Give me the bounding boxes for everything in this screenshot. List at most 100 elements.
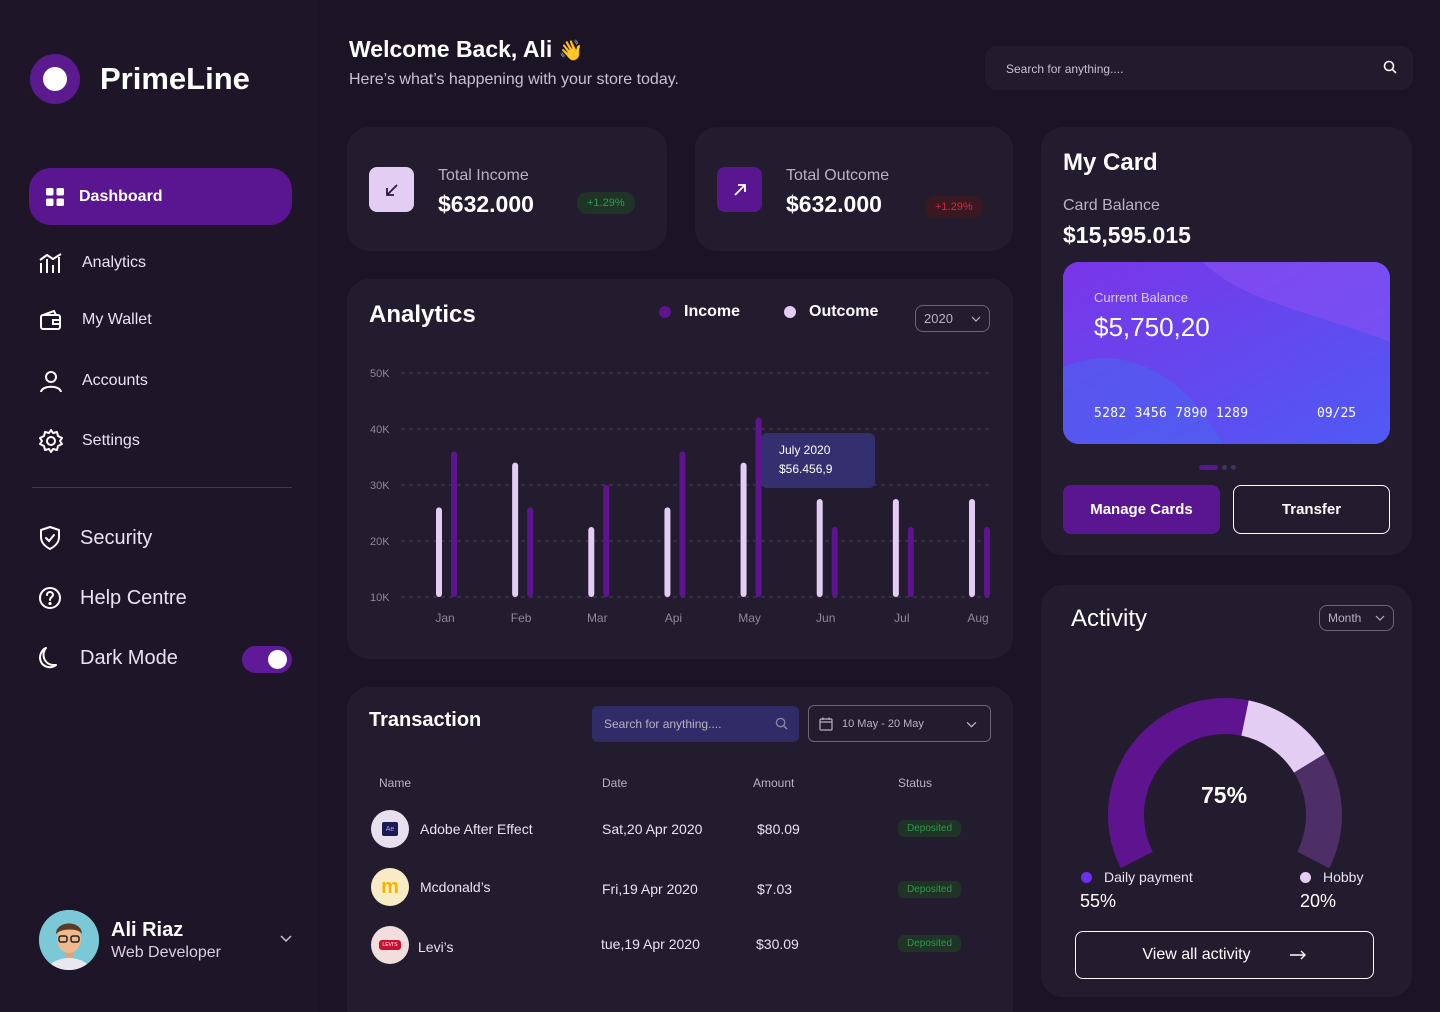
user-role: Web Developer [111,943,221,961]
sidebar-item-analytics[interactable]: Analytics [38,251,146,275]
adobe-logo-icon: Ae [371,810,409,848]
sidebar-item-help[interactable]: Help Centre [38,585,187,611]
bar-income-jan[interactable] [451,451,457,597]
sidebar-item-label: Dashboard [79,187,163,205]
status-badge: Deposited [898,820,962,837]
transaction-amount: $30.09 [756,936,799,952]
status-badge: Deposited [898,881,962,898]
sidebar-divider [32,487,292,488]
logo-icon [30,54,80,104]
current-balance-label: Current Balance [1094,290,1188,305]
activity-panel: Activity Month 75% Daily payment 55% Hob… [1041,585,1412,997]
card-background [1063,262,1390,444]
arrow-right-icon [1289,950,1306,960]
period-select[interactable]: Month [1319,605,1394,631]
bar-outcome-jun[interactable] [816,499,823,597]
x-tick-label: Jan [435,611,454,625]
year-select[interactable]: 2020 [915,305,990,332]
income-change-badge: +1.29% [577,192,635,214]
bar-income-api[interactable] [679,451,686,597]
current-balance-value: $5,750,20 [1094,312,1210,342]
transaction-card: Transaction Search for anything.... 10 M… [347,687,1013,1012]
sidebar-item-security[interactable]: Security [38,525,152,551]
brand-logo[interactable]: PrimeLine [30,54,250,104]
transfer-button[interactable]: Transfer [1233,485,1390,534]
chevron-down-icon[interactable] [279,934,293,944]
sidebar-item-label: Dark Mode [80,646,178,669]
bar-income-mar[interactable] [603,485,610,597]
income-label: Total Income [438,167,529,184]
table-row[interactable]: LEVI'S Levi’s tue,19 Apr 2020 $30.09 Dep… [371,926,971,964]
table-row[interactable]: m Mcdonald’s Fri,19 Apr 2020 $7.03 Depos… [371,868,971,906]
sidebar-item-label: Settings [82,432,140,449]
sidebar-item-settings[interactable]: Settings [38,428,140,454]
manage-cards-button[interactable]: Manage Cards [1063,485,1220,534]
my-card-title: My Card [1063,149,1158,176]
shield-icon [40,526,60,550]
activity-gauge [1108,698,1342,869]
bar-outcome-aug[interactable] [969,499,975,597]
sidebar-item-wallet[interactable]: My Wallet [38,308,152,332]
daily-payment-value: 55% [1080,891,1117,911]
bar-outcome-may[interactable] [740,462,747,597]
gauge-percent: 75% [1201,782,1248,808]
date-range-select[interactable]: 10 May - 20 May [808,705,991,742]
arrow-up-right-icon [717,167,762,212]
x-tick-label: Jun [816,611,835,625]
bar-outcome-api[interactable] [664,507,671,597]
brand-name: PrimeLine [100,61,250,96]
gear-icon [39,429,63,453]
my-card-panel: My Card Card Balance $15,595.015 Current… [1041,127,1412,555]
analytics-chart: 50K 40K 30K 20K 10K Jan Feb Mar Api May Jun Jul Aug [370,368,990,625]
sidebar-item-label: Accounts [82,372,148,389]
outcome-label: Total Outcome [786,167,890,184]
tooltip-title: July 2020 [779,443,831,457]
card-balance-value: $15,595.015 [1063,222,1191,248]
bar-income-jul[interactable] [907,527,914,597]
transaction-amount: $7.03 [757,881,793,897]
credit-card[interactable]: Current Balance $5,750,20 5282 3456 7890… [1063,262,1390,444]
gauge-remaining [1294,753,1342,869]
bar-income-may[interactable] [755,417,762,597]
transaction-title: Transaction [369,709,482,731]
outcome-change-badge: +1.29% [925,196,983,218]
bar-outcome-jul[interactable] [892,499,899,597]
income-card: Total Income $632.000 +1.29% [347,127,667,251]
analytics-icon [39,253,62,273]
search-icon[interactable] [775,717,788,730]
chevron-down-icon [1375,615,1385,621]
column-name: Name [379,776,412,790]
analytics-card: Analytics Income Outcome 2020 50K 40K 30K 2… [347,279,1013,659]
status-badge: Deposited [898,935,962,952]
legend-income: Income [659,303,740,321]
bar-income-aug[interactable] [984,527,990,597]
table-row[interactable]: Ae Adobe After Effect Sat,20 Apr 2020 $8… [371,810,971,848]
search-icon[interactable] [1383,60,1397,74]
welcome-header: Welcome Back, Ali 👋 Here’s what’s happen… [349,36,679,89]
user-profile[interactable]: Ali Riaz Web Developer [39,910,221,970]
carousel-dots[interactable] [1199,465,1236,470]
bar-income-jun[interactable] [831,527,838,597]
chart-tooltip: July 2020 $56.456,9 [761,433,875,488]
transaction-amount: $80.09 [757,821,800,837]
sidebar-item-dashboard[interactable]: Dashboard [29,168,292,225]
bar-income-feb[interactable] [527,507,534,597]
gauge-hobby [1241,700,1325,773]
levis-logo-icon: LEVI'S [371,926,409,964]
y-tick-label: 20K [370,536,390,548]
column-status: Status [898,776,933,790]
column-amount: Amount [753,776,795,790]
transaction-date: tue,19 Apr 2020 [601,936,700,952]
search-input[interactable]: Search for anything.... [985,46,1413,90]
view-all-activity-button[interactable]: View all activity [1075,931,1374,979]
dashboard-icon [46,187,64,206]
help-icon [39,587,61,609]
dark-mode-toggle[interactable] [242,646,292,673]
wave-emoji: 👋 [558,40,584,62]
bar-outcome-jan[interactable] [436,507,442,597]
bar-outcome-feb[interactable] [512,462,519,597]
sidebar-item-accounts[interactable]: Accounts [38,369,148,393]
bar-outcome-mar[interactable] [588,527,595,597]
transaction-search-input[interactable]: Search for anything.... [592,706,799,742]
date-range-value: 10 May - 20 May [842,718,924,730]
